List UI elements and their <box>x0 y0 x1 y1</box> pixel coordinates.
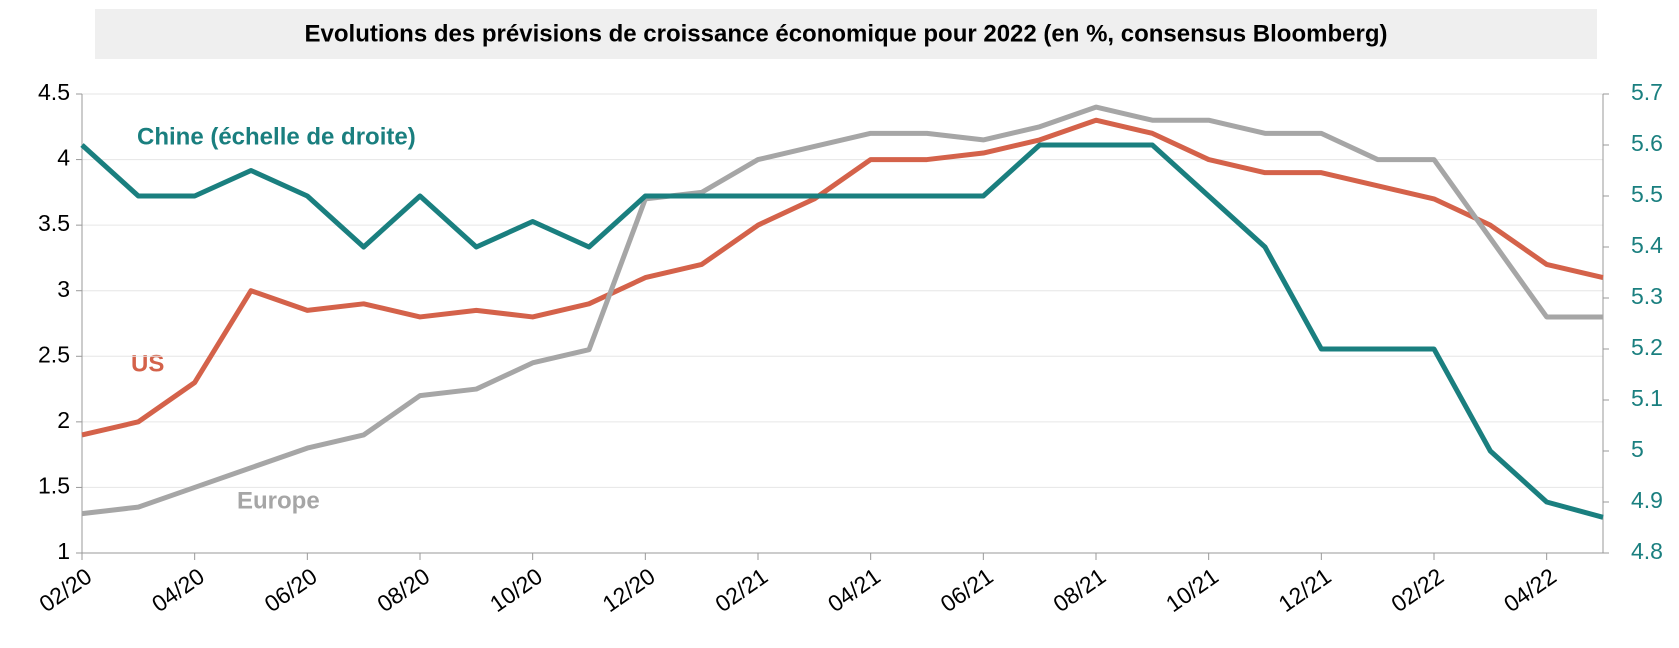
x-tick-label: 04/21 <box>823 563 885 617</box>
series-line <box>81 117 1604 438</box>
y-tick-label: 2 <box>57 407 70 433</box>
x-tick-label: 04/22 <box>1499 563 1561 617</box>
x-tick-label: 12/21 <box>1274 563 1336 617</box>
x-tick-label: 06/20 <box>260 563 322 617</box>
x-tick-label: 08/21 <box>1048 563 1110 617</box>
y2-tick-label: 5.7 <box>1631 79 1663 105</box>
y2-tick-label: 5 <box>1631 436 1644 462</box>
y-tick-label: 3.5 <box>38 210 70 236</box>
x-tick-label: 02/20 <box>34 563 96 617</box>
y-tick-label: 4 <box>57 145 70 171</box>
y2-tick-label: 5.6 <box>1631 130 1663 156</box>
y2-tick-label: 5.5 <box>1631 181 1663 207</box>
y-tick-label: 1.5 <box>38 473 70 499</box>
x-tick-label: 06/21 <box>936 563 998 617</box>
x-tick-label: 02/22 <box>1386 563 1448 617</box>
y2-tick-label: 4.9 <box>1631 487 1663 513</box>
series-line <box>81 104 1603 517</box>
x-tick-label: 12/20 <box>598 563 660 617</box>
y-tick-label: 3 <box>57 276 70 302</box>
y-tick-label: 4.5 <box>38 79 70 105</box>
x-tick-label: 10/20 <box>485 563 547 617</box>
x-tick-label: 08/20 <box>372 563 434 617</box>
y2-tick-label: 5.3 <box>1631 283 1663 309</box>
annotation: US <box>131 350 164 377</box>
y2-tick-label: 5.1 <box>1631 385 1663 411</box>
y2-tick-label: 4.8 <box>1631 538 1663 564</box>
x-tick-label: 10/21 <box>1161 563 1223 617</box>
y2-tick-label: 5.2 <box>1631 334 1663 360</box>
chart-title: Evolutions des prévisions de croissance … <box>305 20 1388 47</box>
y-tick-label: 2.5 <box>38 341 70 367</box>
title-band <box>95 9 1597 59</box>
series-line <box>80 142 1604 520</box>
x-tick-label: 02/21 <box>710 563 772 617</box>
x-tick-label: 04/20 <box>147 563 209 617</box>
y-tick-label: 1 <box>57 538 70 564</box>
annotation: Chine (échelle de droite) <box>137 123 416 150</box>
y2-tick-label: 5.4 <box>1631 232 1663 258</box>
annotation: Europe <box>237 487 320 514</box>
